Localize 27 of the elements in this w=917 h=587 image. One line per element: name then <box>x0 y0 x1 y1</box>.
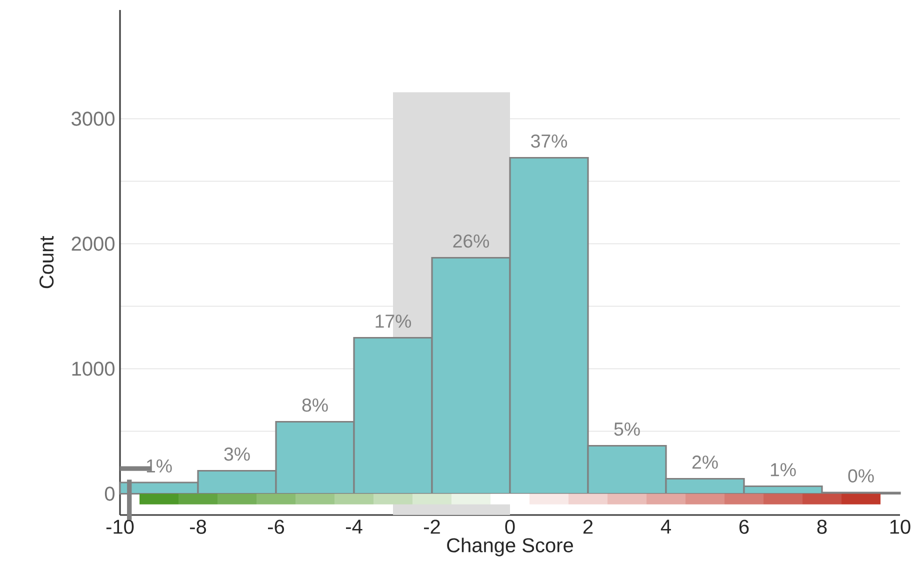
x-tick-label: 4 <box>660 520 671 534</box>
x-tick-label: -2 <box>424 520 440 534</box>
x-tick-label: 0 <box>505 520 515 534</box>
y-axis-title: Count <box>39 236 54 288</box>
x-tick-label: 2 <box>583 520 593 534</box>
x-tick-label: -4 <box>346 520 362 534</box>
x-tick-label: 8 <box>817 520 827 534</box>
annotation: 1% <box>146 459 172 472</box>
x-axis-title: Change Score <box>447 538 573 556</box>
x-tick-label: -6 <box>268 520 284 534</box>
annotation: 2% <box>692 456 718 469</box>
x-tick-label: -10 <box>106 520 134 534</box>
annotation: 0% <box>848 469 874 482</box>
annotation: 5% <box>614 422 640 436</box>
annotation: 37% <box>531 134 568 148</box>
y-tick-label: 2000 <box>72 236 114 251</box>
annotation: 26% <box>453 234 490 248</box>
y-tick-label: 3000 <box>72 112 114 126</box>
x-tick-label: 10 <box>890 520 910 534</box>
x-tick-label: 6 <box>739 520 749 534</box>
annotation: 8% <box>302 398 328 412</box>
x-tick-label: -8 <box>190 520 206 534</box>
annotation: 17% <box>376 314 412 328</box>
annotation: 3% <box>224 447 250 461</box>
y-tick-label: 1000 <box>72 362 114 376</box>
y-tick-label: 0 <box>104 486 114 501</box>
annotation: 1% <box>770 463 796 476</box>
